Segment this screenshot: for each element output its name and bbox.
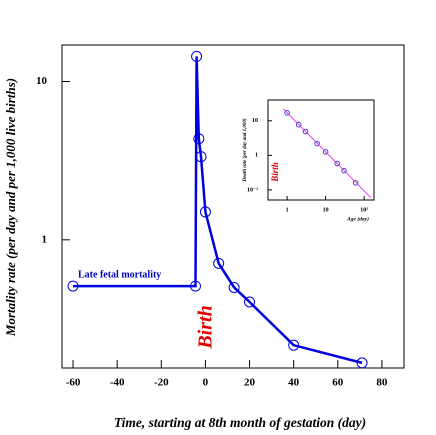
y-tick-label: 10 [36, 75, 48, 87]
data-point [334, 160, 341, 167]
data-point [302, 128, 309, 135]
inset-x-axis-title: Age (day) [346, 215, 369, 222]
inset-annotation: Birth [270, 162, 280, 183]
x-tick-label: 40 [288, 377, 300, 389]
x-tick-label: -20 [154, 377, 169, 389]
data-point [193, 133, 205, 145]
x-tick-label: 80 [376, 377, 388, 389]
y-axis-title: Mortality rate (per day and per 1,000 li… [3, 78, 18, 337]
plot-frame [61, 44, 405, 369]
data-point [199, 206, 211, 218]
x-axis-title: Time, starting at 8th month of gestation… [114, 415, 366, 430]
data-point [195, 151, 207, 163]
x-tick-label: 20 [244, 377, 256, 389]
data-point [67, 280, 79, 292]
y-tick-label: 1 [255, 153, 258, 159]
data-point [314, 140, 320, 147]
x-tick-label: 10 [323, 207, 329, 213]
x-tick-label: 10² [360, 207, 368, 213]
data-point [228, 281, 240, 293]
y-tick-label: 10⁻¹ [247, 187, 258, 193]
plot-frame [267, 99, 375, 201]
data-point [356, 357, 368, 369]
data-line [73, 56, 363, 365]
data-point [352, 180, 359, 186]
x-tick-label: -60 [66, 377, 81, 389]
y-tick-label: 10 [252, 118, 258, 124]
x-tick-label: 60 [332, 377, 344, 389]
data-point [284, 110, 290, 116]
data-point [189, 280, 201, 292]
data-point [341, 167, 347, 174]
data-point [322, 149, 329, 155]
data-point [288, 339, 300, 351]
data-point [295, 121, 302, 128]
data-point [191, 50, 203, 62]
y-tick-label: 1 [42, 233, 48, 245]
annotation: Late fetal mortality [78, 269, 161, 280]
data-line [282, 108, 372, 199]
annotation: Birth [195, 305, 217, 349]
data-point [213, 257, 225, 269]
inset-y-axis-title: Death rate (per day and 1,000) [243, 118, 248, 182]
x-tick-label: -40 [110, 377, 125, 389]
data-point [244, 296, 256, 308]
x-tick-label: 1 [286, 207, 289, 213]
x-tick-label: 0 [203, 377, 209, 389]
